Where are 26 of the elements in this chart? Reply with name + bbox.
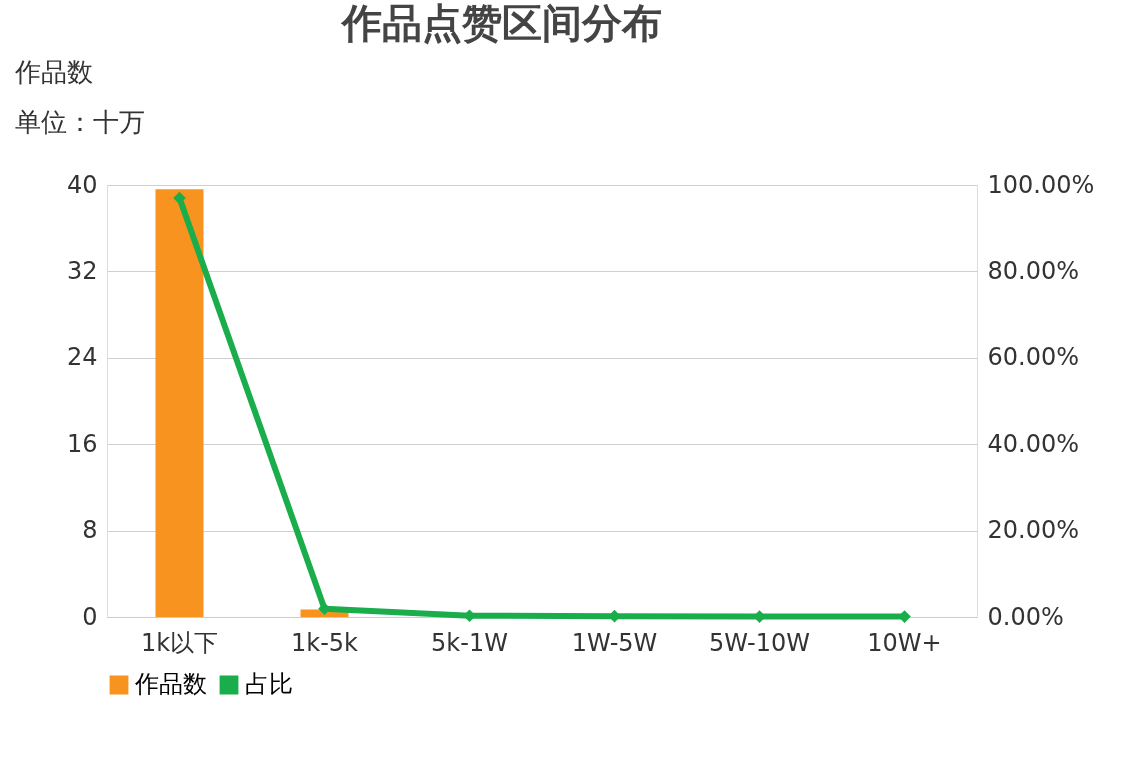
point — [173, 191, 186, 205]
y2-tick-label: 0.00% — [987, 602, 1064, 631]
y-tick-label: 32 — [66, 256, 98, 285]
x-tick-label: 1W-5W — [571, 628, 658, 657]
x-tick-label: 10W+ — [867, 628, 942, 657]
x-tick-label: 5W-10W — [709, 628, 810, 657]
y-axis-title: 作品数 — [14, 57, 93, 87]
x-tick-label: 5k-1W — [431, 628, 508, 657]
point — [608, 609, 621, 623]
y2-tick-label: 60.00% — [987, 343, 1080, 372]
y2-tick-label: 100.00% — [987, 170, 1095, 199]
y-tick-label: 40 — [66, 170, 98, 199]
x-tick-label: 1k以下 — [140, 628, 219, 657]
chart-title: 作品点赞区间分布 — [340, 0, 662, 46]
y-tick-label: 24 — [66, 343, 98, 372]
text: 单位：十万 — [15, 107, 145, 137]
y2-tick-label: 20.00% — [987, 516, 1080, 545]
y2-tick-label: 40.00% — [987, 429, 1080, 458]
y-tick-label: 16 — [66, 429, 98, 458]
y2-tick-label: 80.00% — [987, 256, 1080, 285]
point — [463, 609, 476, 623]
legend-label: 占比 — [245, 670, 293, 698]
y-tick-label: 8 — [82, 516, 98, 545]
legend-label: 作品数 — [134, 670, 207, 698]
y-tick-label: 0 — [82, 602, 98, 631]
x-tick-label: 1k-5k — [291, 628, 359, 657]
